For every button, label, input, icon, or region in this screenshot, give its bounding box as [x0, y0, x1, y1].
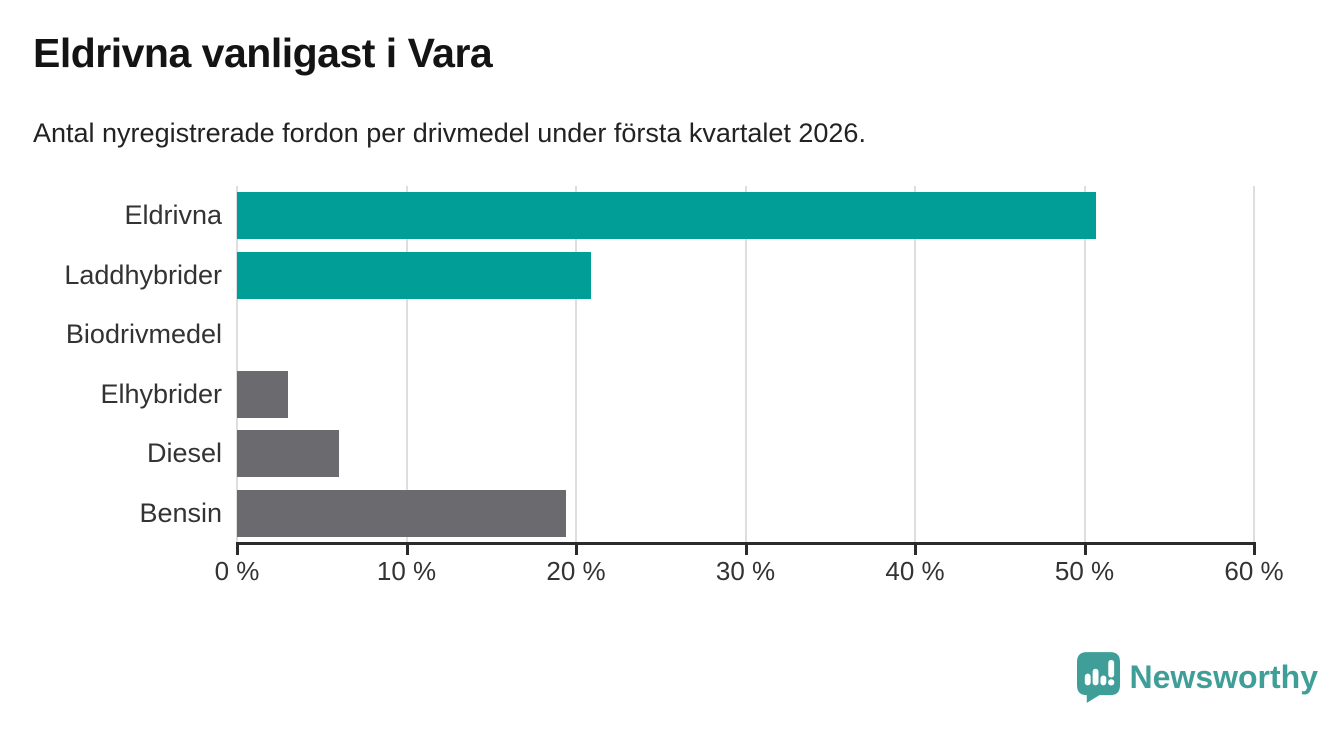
category-labels: Eldrivna Laddhybrider Biodrivmedel Elhybrid…: [0, 186, 222, 543]
gridline: [744, 186, 747, 543]
category-label: Eldrivna: [124, 200, 222, 231]
x-tick-mark: [1083, 542, 1087, 555]
gridline: [236, 186, 238, 543]
x-tick-label: 50 %: [1054, 556, 1115, 586]
bar-elhybrider: [237, 370, 288, 418]
x-tick-label: 40 %: [885, 556, 945, 586]
bar-eldrivna: [237, 192, 1097, 240]
brand-name: Newsworthy: [1129, 659, 1318, 695]
chart-title: Eldrivna vanligast i Vara: [33, 30, 493, 76]
bar-laddhybrider: [237, 251, 592, 299]
gridline: [575, 186, 577, 543]
x-tick-label: 10 %: [376, 556, 437, 586]
category-label: Biodrivmedel: [65, 319, 222, 350]
x-tick-mark: [1253, 542, 1256, 555]
x-tick-label: 30 %: [715, 556, 776, 586]
gridline: [1253, 186, 1255, 543]
category-label: Laddhybrider: [64, 259, 222, 290]
chart-subtitle: Antal nyregistrerade fordon per drivmede…: [33, 118, 866, 148]
bar-diesel: [237, 430, 339, 478]
bar-bensin: [237, 489, 566, 537]
x-tick-mark: [405, 542, 409, 555]
gridline: [405, 186, 408, 543]
newsworthy-logo: Newsworthy: [1076, 652, 1318, 703]
x-tick-mark: [744, 542, 748, 555]
x-tick-mark: [236, 542, 239, 555]
x-tick-label: 20 %: [546, 556, 606, 586]
x-tick-mark: [914, 542, 917, 555]
gridline: [1083, 186, 1086, 543]
category-label: Bensin: [139, 497, 222, 528]
plot-area: [236, 186, 1255, 543]
x-tick-mark: [575, 542, 578, 555]
newsworthy-logo-icon: [1076, 652, 1120, 703]
category-label: Elhybrider: [100, 378, 222, 409]
x-tick-label: 0 %: [214, 556, 260, 586]
x-tick-label: 60 %: [1224, 556, 1284, 586]
gridline: [914, 186, 916, 543]
category-label: Diesel: [146, 438, 222, 469]
